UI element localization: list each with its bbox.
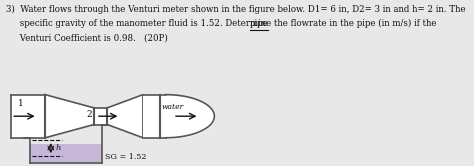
Text: specific gravity of the manometer fluid is 1.52. Determine the flowrate in the p: specific gravity of the manometer fluid …	[6, 19, 436, 28]
Bar	[143, 95, 160, 138]
Text: water: water	[162, 103, 184, 111]
Bar	[94, 108, 107, 124]
Polygon shape	[45, 95, 94, 138]
Text: 1: 1	[18, 99, 24, 108]
Bar	[30, 144, 101, 163]
Text: 2: 2	[87, 110, 92, 119]
Text: specific gravity of the manometer fluid is 1.52. Determine the flowrate in the p: specific gravity of the manometer fluid …	[6, 19, 436, 28]
Text: 3)  Water flows through the Venturi meter shown in the figure below. D1= 6 in, D: 3) Water flows through the Venturi meter…	[6, 5, 465, 14]
Text: SG = 1.52: SG = 1.52	[105, 153, 147, 161]
Text: pipe: pipe	[250, 19, 269, 28]
Text: Venturi Coefficient is 0.98.   (20P): Venturi Coefficient is 0.98. (20P)	[6, 33, 167, 42]
Bar	[160, 95, 165, 138]
Polygon shape	[107, 95, 143, 138]
Text: h: h	[55, 144, 61, 152]
Bar	[11, 95, 45, 138]
